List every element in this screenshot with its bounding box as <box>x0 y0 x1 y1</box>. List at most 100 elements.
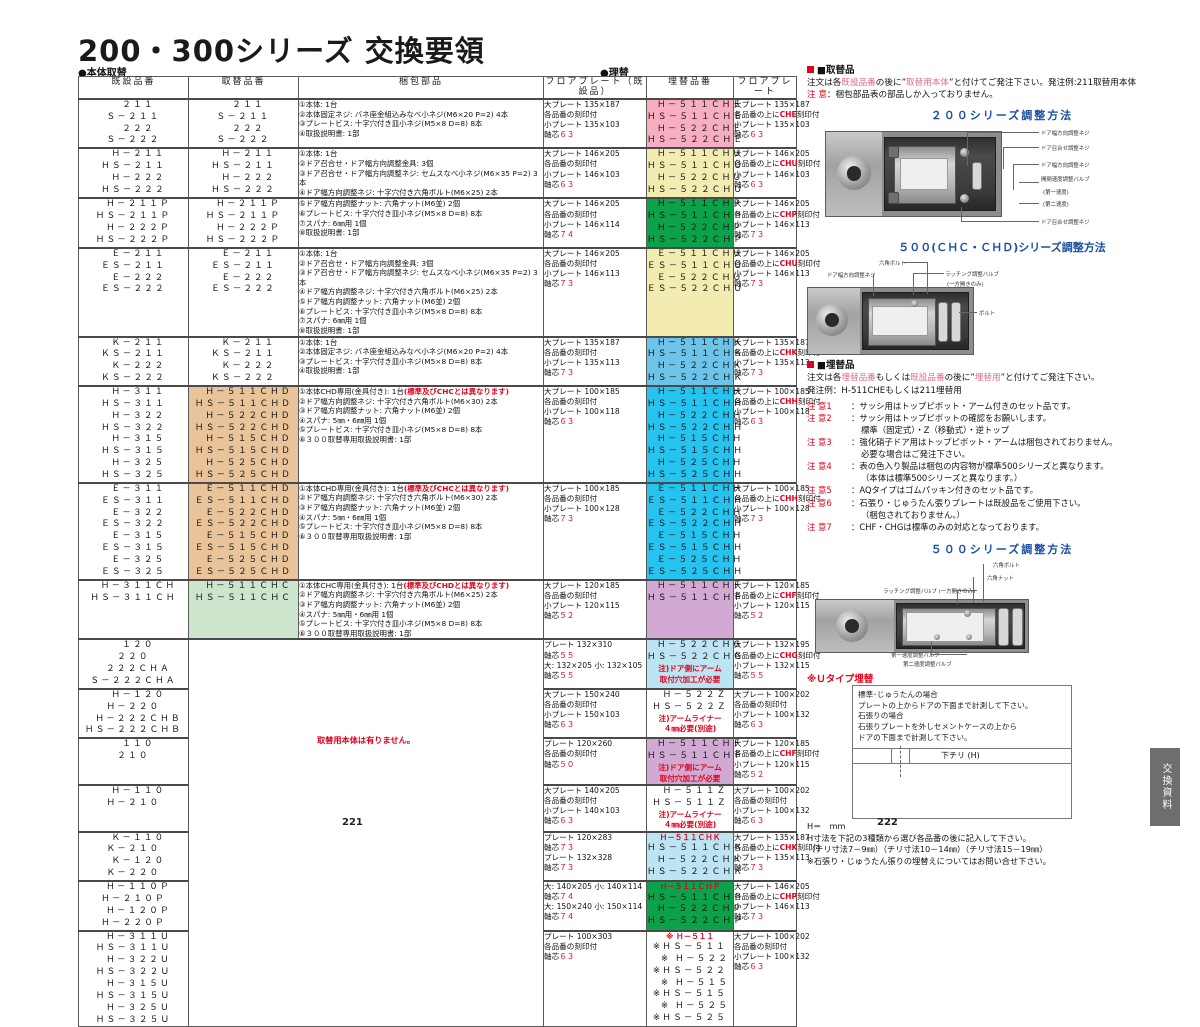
table-row: １１０ ２１０ プレート 120×260 各品番の刻印付 軸芯５０ Ｈ－５１１ＣＨＦ ＨＳ－… <box>78 737 819 786</box>
part-code: ＥＳ－３１５ <box>101 543 166 554</box>
part-code: Ｈ－３２２Ｕ <box>106 955 171 966</box>
callout-second-speed: (第二速度) <box>1043 202 1069 209</box>
part-code: Ｈ－５２２ＣＨＵ <box>657 173 744 184</box>
part-code: ２２２ＣＨＡ <box>106 664 171 675</box>
part-code: Ｈ－５２２ＣＨＨ <box>657 410 744 421</box>
callout-second-speed-valve: 第二速度調整バルブ <box>903 661 952 668</box>
table-row: Ｈ－２１１Ｐ ＨＳ－２１１Ｐ Ｈ－２２２Ｐ ＨＳ－２２２Ｐ Ｈ－２１１Ｐ ＨＳ－２１１Ｐ Ｈ… <box>78 197 820 249</box>
plate-spec: 小プレート 146×114 <box>544 219 620 229</box>
part-code: Ｈ－２２２ＣＨＢ <box>95 713 182 724</box>
photo1-figure: ドア幅方向調整ネジ ドア召合せ調整ネジ ドア幅方向調整ネジ 開閉速度調整バルブ … <box>807 125 1197 218</box>
plate-spec: 軸芯６３ <box>734 961 765 971</box>
part-code: Ｈ－５２２ＣＨＥ <box>657 123 744 134</box>
package-item: ⑧取扱説明書: 1部 <box>299 228 360 238</box>
part-code: ＥＳ－５１１ＣＨＤ <box>194 495 293 506</box>
cell-plate-old: 大: 140×205 小: 140×114 軸芯７４ 大: 150×240 小: 1… <box>543 880 647 932</box>
part-code: ＥＳ－２２２ <box>211 284 276 295</box>
plate-spec: 小プレート 150×103 <box>544 710 620 720</box>
umekae-line1: 注文は各埋替品番もしくは既設品番の後に”埋替用”と付けてご発注下さい。 <box>807 373 1100 384</box>
part-code: Ｈ－５１１ＣＨＰ <box>657 199 744 210</box>
plate-spec: 軸芯６３ <box>734 417 765 427</box>
plate-spec: 小プレート 135×113 <box>734 357 810 367</box>
package-item: ③ドア召合せ・ドア幅方向調整ネジ: セムスなべ小ネジ(M6×35 P=2) 3本 <box>299 268 538 287</box>
plate-spec: プレート 120×260 <box>544 739 613 749</box>
utype-instructions: 標準･じゅうたんの場合 プレートの上からドアの下面まで計測して下さい。 石張りの場合… <box>852 684 1072 748</box>
part-code: Ｅ－５１１ＣＨＨ <box>657 483 744 494</box>
part-code: Ｈ－２１０Ｐ <box>101 893 166 904</box>
part-code: ＥＳ－２１１ <box>101 260 166 271</box>
part-code: ＨＳ－５２５ＣＨＤ <box>194 469 293 480</box>
plate-spec: 各品番の刻印付 <box>544 699 598 709</box>
part-code: Ｓ－２２２ <box>216 135 271 146</box>
plate-spec: 大プレート 146×205 <box>544 199 620 209</box>
plate-spec: 各品番の上にCHG刻印付 <box>734 650 821 660</box>
utype-band: 下チリ (H) <box>852 745 1072 777</box>
cell-embed-part: ※ Ｈ－５１１ ※ＨＳ－５１１ ※ Ｈ－５２２ ※ＨＳ－５２２ ※ Ｈ－５１５ ※ＨＳ－５… <box>646 929 734 1027</box>
cell-embed-part: Ｈ－５１１ＣＨＨ ＨＳ－５１１ＣＨＨ Ｈ－５２２ＣＨＨ ＨＳ－５２２ＣＨＨ Ｈ－５１５Ｃ… <box>646 385 745 484</box>
part-code: ＥＳ－３２５ <box>101 566 166 577</box>
plate-spec: 軸芯６３ <box>734 130 765 140</box>
cell-old-part: ２１１ Ｓ－２１１ ２２２ Ｓ－２２２ <box>78 98 189 149</box>
part-code: ※ Ｈ－５２２ <box>660 953 730 964</box>
package-item: ⑥３００取替専用取扱説明書: 1部 <box>299 435 412 445</box>
plate-spec: 各品番の刻印付 <box>544 590 598 600</box>
plate-spec: 大プレート 100×202 <box>734 785 810 795</box>
torikae-block: ■取替品 注文は各既設品番の後に”取替用本体”と付けてご発注下さい。発注例:21… <box>807 62 1197 101</box>
plate-spec: 小プレート 140×103 <box>544 806 620 816</box>
callout-hex-bolt-1: 六角ボルト <box>879 261 906 268</box>
utype-foot-line: H＝ mm <box>807 820 846 831</box>
package-item: ③プレートビス: 十字穴付き皿小ネジ(M5×8 D=8) 8本 <box>299 119 483 129</box>
plate-spec: 各品番の刻印付 <box>544 258 598 268</box>
part-code: Ｈ－３２５ <box>111 458 166 469</box>
part-code: Ｋ－２１１ <box>221 337 276 348</box>
part-code: Ｈ－５１１ＣＨＰ <box>659 882 721 892</box>
cell-old-part: １１０ ２１０ <box>78 737 189 786</box>
part-code: ＨＳ－５１１ＣＨＤ <box>194 398 293 409</box>
utype-door <box>852 763 1072 819</box>
umekae-block: ■埋替品 注文は各埋替品番もしくは既設品番の後に”埋替用”と付けてご発注下さい。… <box>807 357 1197 532</box>
umekae-note: 注 意4 ：表の色入り製品は梱包の内容物が標準500シリーズと異なります。 （本体は… <box>807 460 1197 484</box>
package-item: ⑤プレートビス: 十字穴付き皿小ネジ(M5×8 D=8) 8本 <box>299 425 483 435</box>
cell-old-part: Ｈ－３１１Ｕ ＨＳ－３１１Ｕ Ｈ－３２２Ｕ ＨＳ－３２２Ｕ Ｈ－３１５Ｕ ＨＳ－３１５Ｕ Ｈ… <box>78 929 189 1027</box>
part-code: ＥＳ－５１５ＣＨＨ <box>647 543 745 554</box>
part-code: ＥＳ－２１１ <box>211 260 276 271</box>
cell-package: ①本体CHD専用(金具付き): 1台(標準及びCHCとは異なります) ②ドア幅方向… <box>298 482 544 581</box>
door-closer-photo-500 <box>815 598 1029 653</box>
package-item: ⑤ドア幅方向調整ナット: 六角ナット(M6並) 2個 <box>299 199 461 209</box>
package-item: ①本体: 1台 <box>299 337 338 347</box>
cell-plate-old: 大プレート 140×205 各品番の刻印付 小プレート 140×103 軸芯６３ <box>543 784 647 833</box>
part-code: Ｋ－２２２ <box>221 361 276 372</box>
plate-spec: 小プレート 100×132 <box>734 710 810 720</box>
part-code: ※ Ｈ－５１１ <box>666 931 714 941</box>
part-code: Ｈ－３１１ＣＨ <box>100 580 177 591</box>
page-number-right: 222 <box>877 817 898 828</box>
bullet-square-icon-2 <box>807 361 814 369</box>
cell-plate-new: 大プレート 100×185 各品番の上にCHH刻印付 小プレート 100×128 軸芯… <box>733 482 821 581</box>
callout-first-speed: (第一速度) <box>1043 190 1069 197</box>
umekae-notes: 注 意1 ：サッシ用はトップピボット・アーム付きのセット品です。注 意2 ：サッシ用… <box>807 400 1197 533</box>
callout-first-speed-valve: 第一速度調整バルブ <box>891 652 940 659</box>
plate-spec: 小プレート 132×115 <box>734 660 810 670</box>
package-item: ③ドア幅方向調整ナット: 六角ナット(M6並) 2個 <box>299 599 461 609</box>
part-code: Ｋ－２１０ <box>106 844 161 855</box>
callout-hex-bolt-2: 六角ボルト <box>993 562 1020 569</box>
part-code: ＨＳ－２２２ <box>101 184 166 195</box>
cell-embed-part: Ｈ－５１１ＣＨＦ ＨＳ－５１１ＣＨＦ <box>646 579 742 640</box>
callout-latching-valve-2: ラッチング調整バルブ (一方開きのみ) <box>883 588 976 595</box>
plate-spec: 小プレート 135×113 <box>544 357 620 367</box>
part-code: ※ＨＳ－５２５ <box>652 1013 728 1024</box>
package-item: ②本体固定ネジ: バネ座金組込みなべ小ネジ(M6×20 P=2) 4本 <box>299 109 509 119</box>
note-key: 注 意7 <box>807 521 832 532</box>
part-code: ＨＳ－５１１ＣＨＫ <box>647 349 745 360</box>
plate-spec: 軸芯７３ <box>734 279 765 289</box>
cell-replacement-part: ２１１ Ｓ－２１１ ２２２ Ｓ－２２２ <box>188 98 299 149</box>
part-code: 注)ドア側にアーム <box>658 763 722 773</box>
plate-spec: 大プレート 146×205 <box>734 248 810 258</box>
plate-spec: 大プレート 120×185 <box>734 580 810 590</box>
plate-spec: 小プレート 135×103 <box>734 120 810 130</box>
plate-spec: 小プレート 146×113 <box>734 269 810 279</box>
photo3-title: ５００シリーズ調整方法 <box>930 542 1074 556</box>
callout-hex-nut: 六角ナット <box>987 575 1014 582</box>
part-code: ＨＳ－５２２ＣＨＨ <box>647 422 745 433</box>
part-code: Ｅ－５２５ＣＨＨ <box>657 554 744 565</box>
